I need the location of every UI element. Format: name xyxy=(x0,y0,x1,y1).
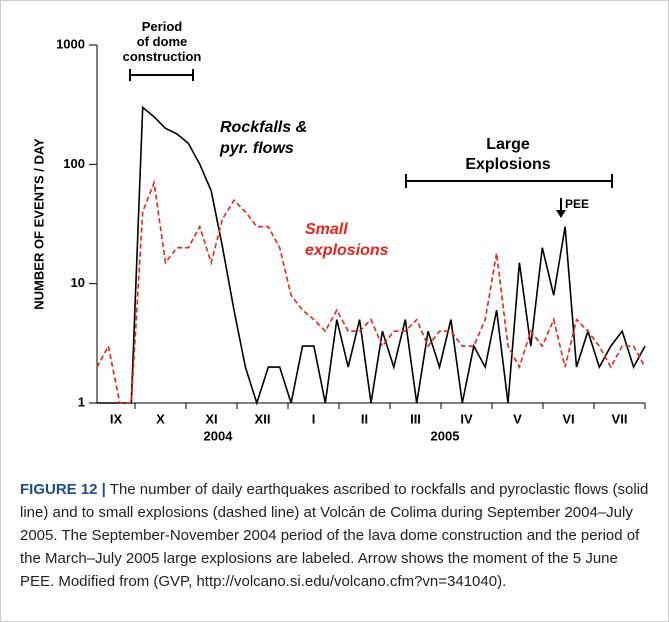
y-tick-label: 1000 xyxy=(56,36,85,51)
y-axis-label: NUMBER OF EVENTS / DAY xyxy=(31,138,46,310)
x-tick-label: III xyxy=(410,411,421,426)
y-tick-label: 1 xyxy=(78,394,85,409)
x-tick-label: I xyxy=(312,411,316,426)
series-line xyxy=(97,105,646,406)
series-line xyxy=(96,179,646,404)
annotation: Period of dome construction xyxy=(123,19,202,64)
year-label: 2005 xyxy=(431,428,460,443)
annotation: Large Explosions xyxy=(465,136,550,173)
caption-text: The number of daily earthquakes ascribed… xyxy=(20,481,649,590)
year-label: 2004 xyxy=(204,428,234,443)
x-tick-label: IX xyxy=(110,411,123,426)
x-tick-label: V xyxy=(513,411,522,426)
x-tick-label: II xyxy=(361,411,368,426)
arrow-head xyxy=(556,210,566,218)
plot-frame xyxy=(97,45,645,403)
caption-label: FIGURE 12 | xyxy=(20,481,106,498)
caption: FIGURE 12 | The number of daily earthqua… xyxy=(20,478,650,593)
x-tick-label: XII xyxy=(255,411,271,426)
annotation: Rockfalls & pyr. flows xyxy=(219,119,307,157)
annotation: Small explosions xyxy=(305,221,389,259)
y-tick-label: 10 xyxy=(71,275,85,290)
annotation: PEE xyxy=(565,197,589,211)
y-tick-label: 100 xyxy=(63,156,85,171)
x-tick-label: IV xyxy=(460,411,473,426)
x-tick-label: VI xyxy=(562,411,574,426)
chart: NUMBER OF EVENTS / DAY 1 10 100 1000 IX X XI XI… xyxy=(31,19,646,443)
x-tick-label: VII xyxy=(612,411,628,426)
x-tick-label: X xyxy=(156,411,165,426)
x-tick-label: XI xyxy=(205,411,217,426)
